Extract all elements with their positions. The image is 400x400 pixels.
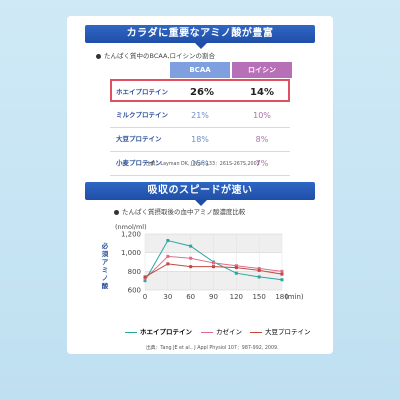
legend-label-whey: ホエイプロテイン	[140, 328, 192, 336]
data-point	[280, 272, 284, 276]
data-point	[166, 262, 170, 266]
section1-banner: カラダに重要なアミノ酸が豊富	[85, 25, 315, 49]
y-tick-label: 800	[128, 268, 141, 276]
data-point	[166, 239, 170, 243]
row-bcaa: 15%	[191, 159, 209, 168]
data-point	[189, 256, 193, 260]
table-row: 大豆プロテイン 18% 8%	[110, 128, 290, 152]
row-leucine: 10%	[253, 111, 271, 120]
y-tick-label: 1,200	[121, 231, 141, 239]
y-unit-label: (nmol/ml)	[115, 223, 147, 231]
data-point	[234, 266, 238, 270]
data-point	[143, 277, 147, 281]
legend-label-soy: 大豆プロテイン	[265, 328, 311, 336]
data-point	[257, 267, 261, 271]
x-tick-label: 90	[209, 293, 218, 301]
x-tick-label: 150	[252, 293, 265, 301]
y-tick-label: 1,000	[121, 249, 141, 257]
data-point	[234, 264, 238, 268]
y-axis-label-char: 須	[102, 249, 109, 258]
bullet-dot	[96, 53, 101, 59]
y-axis-label-char: ミ	[102, 266, 109, 274]
row-leucine: 7%	[255, 159, 269, 168]
x-tick-label: 60	[186, 293, 195, 301]
row-leucine: 14%	[250, 87, 274, 98]
table-row: ホエイプロテイン 26% 14%	[110, 79, 290, 102]
legend-swatch-soy	[250, 331, 262, 333]
y-axis-label-char: ア	[102, 258, 109, 266]
row-name: 小麦プロテイン	[116, 159, 162, 167]
data-point	[280, 269, 284, 273]
data-point	[280, 278, 284, 282]
row-name: 大豆プロテイン	[116, 135, 162, 143]
row-leucine: 8%	[255, 135, 269, 144]
x-tick-label: 30	[163, 293, 172, 301]
section1-subhead: たんぱく質中のBCAA,ロイシンの割合	[96, 50, 215, 60]
section1-subhead-text: たんぱく質中のBCAA,ロイシンの割合	[104, 52, 216, 60]
data-point	[166, 254, 170, 258]
row-bcaa: 21%	[191, 111, 209, 120]
table-row: 小麦プロテイン 15% 7%	[110, 152, 290, 176]
header-bcaa: BCAA	[170, 62, 230, 78]
header-leucine: ロイシン	[232, 62, 292, 78]
data-point	[257, 275, 261, 279]
y-axis-label-char: ノ	[102, 274, 109, 282]
y-tick-label: 600	[128, 287, 141, 295]
data-point	[212, 265, 215, 269]
row-name: ミルクプロテイン	[116, 111, 168, 119]
x-unit-label: (min)	[285, 293, 304, 301]
row-bcaa: 18%	[191, 135, 209, 144]
x-tick-label: 180	[275, 293, 288, 301]
data-point	[257, 268, 261, 272]
data-point	[234, 271, 238, 275]
data-point	[189, 265, 193, 269]
legend-swatch-casein	[201, 331, 213, 333]
section2-banner: 吸収のスピードが速い	[85, 182, 315, 206]
legend-item-soy: 大豆プロテイン	[250, 327, 311, 337]
section1-source: 出典：Layman DK, J Nutr 133：261S-267S,2003	[146, 162, 260, 167]
section2-source: 出典：Tang JE et al., J Appl Physiol 107：98…	[146, 346, 279, 351]
legend-item-whey: ホエイプロテイン	[125, 327, 192, 337]
table-row: ミルクプロテイン 21% 10%	[110, 104, 290, 128]
y-axis-label-char: 必	[102, 241, 109, 250]
x-tick-label: 0	[143, 293, 147, 301]
row-name: ホエイプロテイン	[116, 88, 168, 96]
section2-subhead-text: たんぱく質摂取後の血中アミノ酸濃度比較	[122, 208, 246, 216]
data-point	[212, 261, 215, 265]
section2-subhead: たんぱく質摂取後の血中アミノ酸濃度比較	[114, 206, 245, 216]
data-point	[143, 279, 147, 283]
x-tick-label: 120	[230, 293, 243, 301]
data-point	[143, 275, 147, 279]
data-point	[189, 244, 193, 248]
legend-item-casein: カゼイン	[201, 327, 242, 337]
legend-label-casein: カゼイン	[216, 328, 242, 336]
row-bcaa: 26%	[190, 87, 214, 98]
bullet-dot	[114, 209, 119, 215]
y-axis-label-char: 酸	[102, 281, 109, 290]
legend-swatch-whey	[125, 331, 137, 333]
